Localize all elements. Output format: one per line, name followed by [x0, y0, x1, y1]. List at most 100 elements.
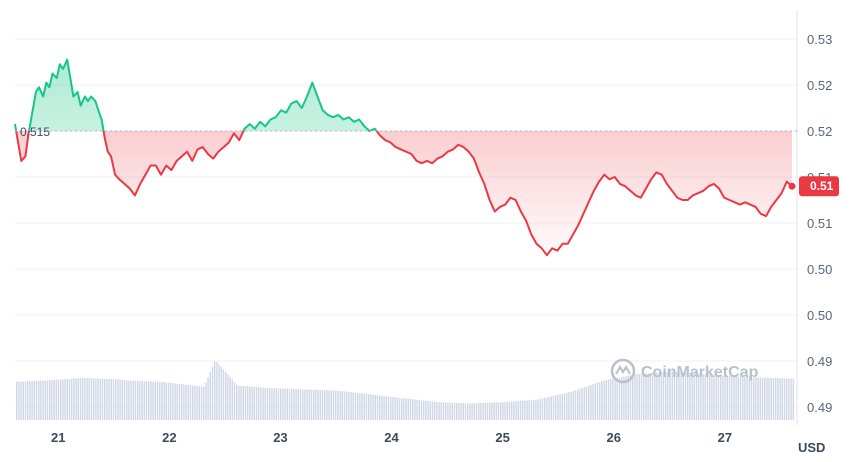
volume-bar — [632, 374, 634, 420]
volume-bar — [343, 391, 346, 420]
volume-bar — [744, 376, 746, 420]
volume-bar — [766, 377, 768, 420]
volume-bar — [500, 402, 502, 420]
volume-bar — [471, 403, 473, 420]
volume-bar — [326, 390, 328, 420]
y-tick-label: 0.49 — [807, 354, 832, 369]
volume-bar — [627, 375, 629, 420]
volume-bar — [132, 380, 134, 420]
volume-bar — [374, 394, 376, 420]
volume-bar — [786, 378, 788, 420]
volume-bar — [717, 375, 720, 420]
volume-bar — [178, 383, 181, 420]
volume-bar — [524, 400, 526, 420]
volume-bar — [24, 381, 27, 420]
volume-bar — [403, 398, 405, 420]
volume-bar — [753, 377, 755, 420]
volume-bar — [75, 378, 77, 420]
volume-bar — [709, 374, 711, 420]
volume-bar — [414, 399, 416, 420]
volume-bar — [46, 380, 49, 420]
volume-bar — [220, 366, 222, 420]
volume-bar — [233, 382, 236, 420]
x-tick-label: 27 — [718, 430, 732, 445]
volume-bar — [156, 381, 159, 420]
volume-bar — [40, 380, 42, 420]
current-price-tag-bg — [799, 176, 839, 197]
volume-bar — [53, 380, 55, 420]
volume-bar — [112, 379, 115, 420]
volume-bar — [84, 377, 86, 420]
volume-bar — [502, 402, 504, 420]
volume-bar — [313, 389, 315, 420]
volume-bar — [398, 397, 401, 420]
volume-bar — [480, 403, 482, 420]
volume-bar — [145, 381, 148, 420]
price-area-down — [15, 131, 792, 256]
volume-bar — [757, 377, 759, 420]
volume-bar — [590, 384, 592, 420]
volume-bar — [434, 401, 436, 420]
volume-bar — [121, 379, 123, 420]
volume-bar — [456, 402, 458, 420]
volume-bar — [570, 391, 572, 420]
volume-bar — [689, 372, 691, 420]
volume-bar — [528, 400, 530, 420]
volume-bar — [229, 377, 231, 420]
volume-bar — [273, 388, 275, 420]
volume-bar — [649, 373, 651, 420]
currency-unit-label: USD — [798, 440, 825, 455]
volume-bar — [594, 383, 596, 420]
volume-bar — [126, 380, 128, 420]
volume-bar — [165, 382, 167, 420]
volume-bar — [447, 402, 449, 420]
volume-bar — [625, 376, 627, 420]
volume-bar — [601, 381, 603, 420]
volume-bar — [779, 378, 781, 420]
volume-bar — [449, 402, 451, 420]
volume-bar — [775, 378, 777, 420]
volume-bar — [225, 372, 227, 420]
volume-bar — [735, 376, 737, 420]
watermark-text: CoinMarketCap — [641, 364, 759, 381]
volume-bar — [249, 386, 251, 420]
volume-bar — [612, 378, 614, 420]
volume-bar — [181, 384, 183, 420]
x-tick-label: 23 — [273, 430, 287, 445]
volume-bar — [581, 388, 583, 420]
volume-bar — [629, 375, 632, 420]
volume-bar — [167, 382, 170, 420]
volume-bar — [159, 381, 161, 420]
volume-bar — [493, 402, 495, 420]
volume-bar — [665, 371, 667, 420]
volume-bar — [713, 374, 715, 420]
volume-bar — [464, 403, 467, 420]
volume-bar — [130, 380, 132, 420]
volume-bar — [680, 372, 682, 420]
volume-bar — [416, 399, 418, 420]
volume-bar — [207, 377, 209, 420]
volume-bar — [82, 377, 84, 420]
volume-bar — [269, 388, 271, 420]
volume-bar — [702, 373, 704, 420]
volume-bar — [607, 379, 610, 420]
volume-bar — [365, 393, 368, 420]
volume-bar — [244, 386, 247, 420]
volume-bar — [335, 390, 337, 420]
volume-bar — [691, 373, 693, 420]
volume-bar — [238, 385, 240, 420]
volume-bar — [761, 377, 764, 420]
volume-bar — [475, 403, 478, 420]
volume-bar — [530, 400, 533, 420]
volume-bar — [790, 378, 792, 420]
volume-bar — [328, 390, 330, 420]
volume-bar — [372, 394, 374, 420]
volume-bar — [555, 395, 557, 420]
volume-bar — [722, 375, 724, 420]
current-price-tag[interactable]: 0.51 — [799, 176, 839, 197]
volume-bar — [108, 378, 110, 420]
volume-bar — [526, 400, 528, 420]
volume-bar — [445, 402, 447, 420]
volume-bar — [519, 400, 522, 420]
